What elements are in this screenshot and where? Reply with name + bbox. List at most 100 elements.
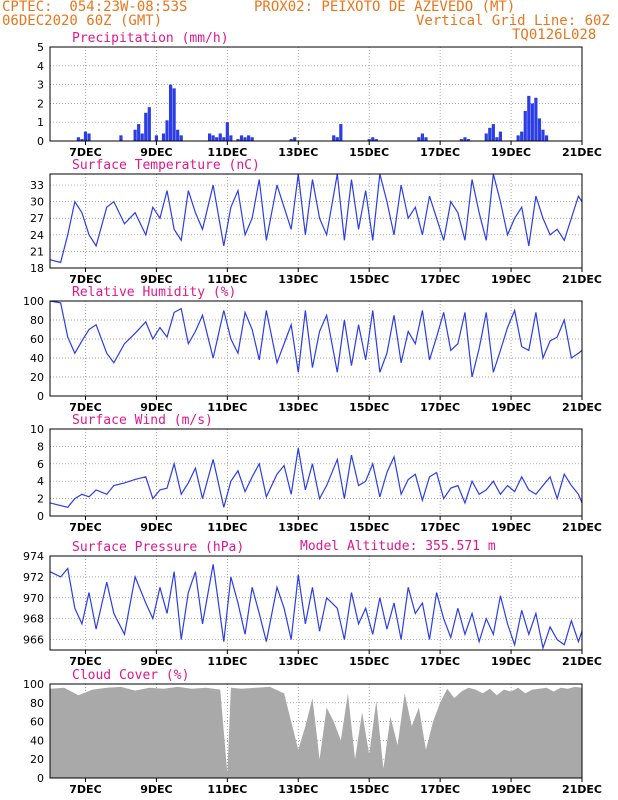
x-tick-label: 17DEC [420,783,460,796]
y-tick-label: 970 [23,592,44,605]
temperature-panel: 18 21 24 27 30 33 7DEC 9DEC 11DEC 13DEC 15DEC 17DEC… [30,158,602,286]
panel-title: Surface Temperature (nC) [72,158,260,173]
precip-bar [544,135,549,141]
precip-bar [339,124,343,141]
x-tick-label: 11DEC [207,146,247,159]
precip-bar [498,131,503,141]
x-tick-label: 17DEC [420,521,460,534]
x-tick-label: 19DEC [491,783,531,796]
precip-bar [179,135,183,141]
x-tick-label: 11DEC [207,521,247,534]
panel-title: Surface Wind (m/s) [72,413,213,428]
y-tick-label: 24 [30,229,44,242]
y-tick-label: 21 [30,245,44,258]
precip-panel: 0 1 2 3 4 5 7DEC 9DEC 11DEC 13DEC 15DEC 17DEC 19DEC 2… [37,31,602,159]
x-tick-label: 19DEC [491,521,531,534]
y-tick-label: 0 [37,772,44,785]
precip-bar [222,137,226,141]
y-tick-label: 80 [30,314,44,327]
precip-bar [374,139,378,141]
precip-bar [80,139,84,141]
y-tick-label: 20 [30,371,44,384]
panel-frame [49,428,583,517]
precip-bar [293,137,297,141]
precip-bar [239,135,244,141]
x-tick-label: 7DEC [69,273,101,286]
precip-bar [250,137,254,141]
precip-bar [516,135,520,141]
y-tick-label: 3 [37,79,44,92]
y-tick-label: 4 [37,60,44,73]
precip-bar [530,103,534,141]
x-tick-label: 13DEC [278,273,318,286]
header-model-id: TQ0126L028 [512,27,597,43]
header-station: PROX02: PEIXOTO DE AZEVEDO (MT) [254,0,516,15]
y-tick-label: 1 [37,116,44,129]
header-grid-note: Vertical Grid Line: 60Z [416,13,610,29]
precip-bar [367,139,371,141]
model-altitude-label: Model Altitude: 355.571 m [300,539,496,554]
y-tick-label: 18 [30,262,44,275]
x-tick-label: 7DEC [69,521,101,534]
precip-bar [236,139,240,141]
precip-bar [537,118,542,141]
precip-bar [332,135,336,141]
x-tick-label: 19DEC [491,146,531,159]
precip-bar [211,135,215,141]
panel-title: Cloud Cover (%) [72,668,189,683]
y-tick-label: 10 [30,423,44,436]
x-tick-label: 21DEC [562,655,602,668]
precip-bar [243,137,247,141]
y-tick-label: 974 [23,550,44,563]
y-tick-label: 966 [23,634,44,647]
panel-frame [49,300,583,397]
precip-bar [459,139,464,141]
panel-frame [49,46,583,142]
precip-bar [83,131,88,141]
precip-bar [420,133,424,141]
y-tick-label: 80 [30,697,44,710]
precip-bar [87,133,91,141]
x-tick-label: 11DEC [207,783,247,796]
y-tick-label: 5 [37,41,44,54]
cloud-cover-area [50,686,582,778]
x-tick-label: 15DEC [349,273,389,286]
x-tick-label: 9DEC [140,783,172,796]
x-tick-label: 19DEC [491,655,531,668]
precip-bar [119,135,123,141]
precip-bar [76,137,80,141]
precip-bar [463,137,467,141]
x-tick-label: 13DEC [278,146,318,159]
x-tick-label: 7DEC [69,783,101,796]
x-tick-label: 13DEC [278,521,318,534]
precip-bar [140,133,144,141]
y-tick-label: 8 [37,440,44,453]
precip-bar [424,137,428,141]
panel-frame [49,173,583,269]
header-location: CPTEC: 054:23W-08:53S [2,0,188,15]
x-tick-label: 7DEC [69,401,101,414]
y-tick-label: 40 [30,352,44,365]
panel-frame [49,683,583,779]
x-tick-label: 9DEC [140,146,172,159]
panel-frame [49,555,583,651]
precip-bar [495,137,499,141]
wind-panel: 0 2 4 6 8 10 7DEC 9DEC 11DEC 13DEC 15DEC 17DEC 19DEC… [30,413,602,534]
x-tick-label: 7DEC [69,146,101,159]
wind-line [49,448,583,508]
precip-bar [488,127,492,141]
x-tick-label: 11DEC [207,273,247,286]
precip-bar [534,97,538,141]
precip-bar [168,84,173,141]
y-tick-label: 40 [30,734,44,747]
x-tick-label: 19DEC [491,401,531,414]
x-tick-label: 7DEC [69,655,101,668]
x-tick-label: 11DEC [207,655,247,668]
precip-bar [172,88,176,141]
precip-bar [225,122,229,141]
y-tick-label: 0 [37,135,44,148]
x-tick-label: 17DEC [420,273,460,286]
y-tick-label: 33 [30,179,44,192]
precip-bar [527,95,531,141]
precip-bar [484,133,488,141]
